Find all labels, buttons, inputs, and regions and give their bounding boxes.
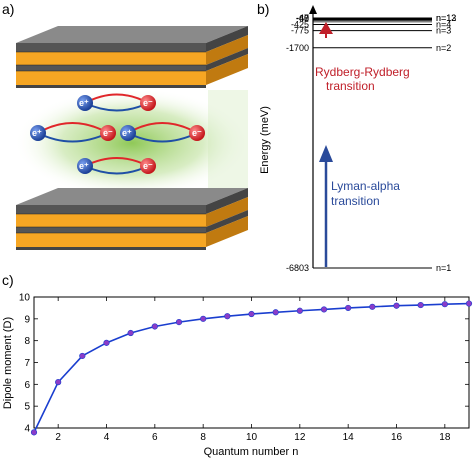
energy-level-value: -1700: [286, 43, 309, 53]
data-point: [320, 306, 328, 313]
energy-level-value: -425: [291, 20, 309, 30]
energy-level-value: -47: [296, 13, 309, 23]
lyman-label-line2: transition: [331, 194, 380, 208]
panel-a: a): [2, 1, 250, 250]
y-tick-label: 4: [24, 424, 30, 435]
svg-text:e⁻: e⁻: [192, 128, 202, 138]
hole-particle: e⁺: [77, 158, 93, 174]
x-tick-label: 4: [104, 432, 110, 443]
data-point: [345, 304, 352, 312]
data-point: [272, 309, 279, 316]
x-tick-label: 18: [439, 432, 451, 443]
hole-particle: e⁺: [120, 125, 136, 141]
particles: e⁺ e⁻ e⁺ e⁻ e⁺ e⁻: [30, 95, 205, 174]
data-point: [417, 301, 424, 309]
data-point: [103, 339, 110, 346]
lyman-label-line1: Lyman-alpha: [331, 179, 400, 193]
hole-particle: e⁺: [77, 95, 93, 111]
electron-particle: e⁻: [140, 158, 156, 174]
rydberg-label-line1: Rydberg-Rydberg: [315, 65, 410, 79]
x-axis-title: Quantum number n: [204, 446, 299, 458]
dipole-series-points: [30, 300, 473, 436]
exciton-glow: [14, 88, 250, 198]
data-point: [200, 315, 207, 322]
hole-particle: e⁺: [30, 125, 46, 141]
panel-a-letter: a): [2, 1, 14, 17]
svg-text:e⁻: e⁻: [143, 161, 153, 171]
data-point: [151, 323, 158, 330]
y-ticks: 4 5 6 7 8 9 10: [19, 293, 469, 435]
x-tick-label: 2: [55, 432, 61, 443]
energy-level-state: n=13: [436, 13, 456, 23]
energy-level-value: -40: [296, 13, 309, 23]
x-tick-label: 14: [343, 432, 355, 443]
data-point: [369, 303, 376, 310]
data-point: [296, 307, 303, 314]
energy-level-state: n=2: [436, 43, 451, 53]
data-point: [30, 429, 38, 436]
data-point: [393, 302, 400, 309]
y-tick-label: 6: [24, 380, 30, 391]
data-point: [248, 310, 255, 318]
x-tick-label: 6: [152, 432, 158, 443]
data-point: [465, 300, 473, 307]
rydberg-arrow: [319, 22, 333, 38]
data-point: [224, 313, 231, 320]
data-point: [79, 352, 86, 360]
svg-text:e⁻: e⁻: [103, 128, 113, 138]
x-tick-label: 16: [391, 432, 403, 443]
y-tick-label: 8: [24, 336, 30, 347]
energy-level-state: n=3: [436, 26, 451, 36]
svg-text:e⁺: e⁺: [79, 98, 89, 108]
svg-text:e⁻: e⁻: [143, 98, 153, 108]
data-point: [55, 379, 62, 386]
y-tick-label: 10: [19, 293, 31, 304]
energy-levels: -6803 n=1 -1700 n=2 -775 n=3 -425 n=4 -68-47 n=12…: [286, 13, 456, 273]
energy-axis-arrow: [309, 5, 317, 14]
x-ticks: 2 4 6 8 10 12 14 16 18: [55, 297, 451, 443]
lyman-arrow: [319, 145, 333, 267]
y-tick-label: 7: [24, 358, 30, 369]
svg-text:e⁺: e⁺: [122, 128, 132, 138]
x-tick-label: 12: [294, 432, 306, 443]
bottom-stack: [16, 188, 248, 250]
dipole-series-line: [33, 302, 470, 433]
electron-particle: e⁻: [140, 95, 156, 111]
data-point: [441, 301, 448, 308]
energy-level-value: -68: [296, 13, 309, 23]
glow-band-side: [208, 90, 248, 194]
top-stack: [16, 26, 248, 88]
y-axis-title: Dipole moment (D): [2, 317, 14, 409]
panel-c: c) 2 4 6 8 10 12 14 16 18 4 5 6 7 8 9 10 Quantum numbe…: [2, 272, 473, 458]
energy-level-state: n=1: [436, 263, 451, 273]
x-tick-label: 8: [200, 432, 206, 443]
data-point: [175, 319, 183, 326]
energy-level-value: -6803: [286, 263, 309, 273]
energy-level-state: n=12: [436, 13, 456, 23]
electron-particle: e⁻: [100, 125, 116, 141]
panel-c-letter: c): [2, 272, 14, 288]
x-tick-label: 10: [246, 432, 258, 443]
y-tick-label: 9: [24, 314, 30, 325]
svg-text:e⁺: e⁺: [32, 128, 42, 138]
panel-b: b) Energy (meV) -6803 n=1-1700 n=2-775 n=3-…: [257, 1, 456, 273]
data-point: [127, 329, 134, 337]
electron-particle: e⁻: [189, 125, 205, 141]
svg-text:e⁺: e⁺: [79, 161, 89, 171]
energy-level-value: -775: [291, 26, 309, 36]
y-tick-label: 5: [24, 402, 30, 413]
energy-level-state: n=4: [436, 20, 451, 30]
energy-axis-title: Energy (meV): [259, 106, 271, 174]
rydberg-label-line2: transition: [326, 79, 375, 93]
panel-b-letter: b): [257, 1, 269, 17]
